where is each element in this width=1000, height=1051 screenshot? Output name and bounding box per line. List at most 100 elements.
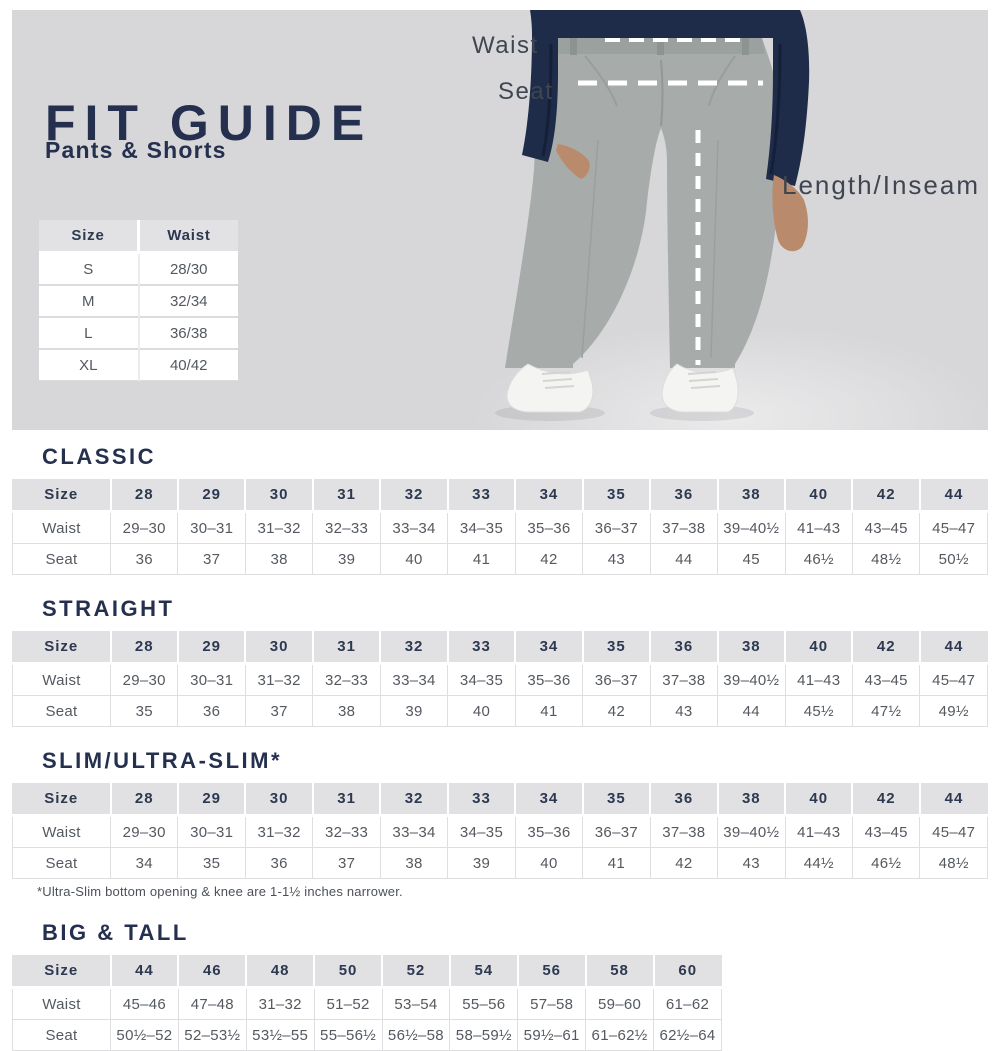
value-cell: 36 — [109, 543, 179, 575]
size-column-header: 35 — [581, 783, 652, 817]
size-column-header: 32 — [379, 783, 449, 817]
size-column-header: 34 — [514, 631, 584, 665]
value-cell: 58–59½ — [449, 1019, 519, 1051]
value-cell: 53–54 — [381, 987, 451, 1020]
value-cell: 44 — [717, 695, 786, 727]
header-row: Size 28 29 30 31 32 33 34 35 36 38 40 42 44 — [12, 783, 988, 817]
value-cell: 61–62 — [653, 987, 722, 1020]
value-cell: 35–36 — [514, 815, 584, 848]
value-cell: 45 — [717, 543, 786, 575]
size-column-header: 48 — [245, 955, 316, 989]
value-cell: 50½–52 — [110, 1019, 179, 1051]
pocket-seam-right — [708, 55, 736, 107]
value-cell: 37 — [312, 847, 381, 879]
size-column-header: 40 — [784, 631, 854, 665]
value-cell: 42 — [514, 543, 584, 575]
value-cell: 37–38 — [649, 663, 719, 696]
size-waist-summary-table: Size Waist S 28/30 M 32/34 L 36/38 XL 40/42 — [39, 220, 238, 381]
value-cell: 47–48 — [177, 987, 247, 1020]
value-cell: 37 — [244, 695, 314, 727]
value-cell: 43 — [649, 695, 719, 727]
value-cell: 55–56½ — [313, 1019, 383, 1051]
size-column-header: 28 — [109, 783, 179, 817]
shirt-shading — [769, 43, 782, 175]
measure-row: Seat 36 37 38 39 40 41 42 43 44 45 46½ 48½ 50½ — [12, 543, 988, 575]
fit-sections-container: CLASSIC Size 28 29 30 31 32 33 34 35 36 38 40 42 44 Wai… — [0, 444, 1000, 1051]
size-column-header: 33 — [446, 479, 517, 513]
row-label-cell: Waist — [12, 663, 111, 696]
measure-row: Seat 50½–52 52–53½ 53½–55 55–56½ 56½–58 58–59½… — [12, 1019, 722, 1051]
size-column-header: 30 — [244, 783, 314, 817]
measure-row: Seat 35 36 37 38 39 40 41 42 43 44 45½ 47½ 49½ — [12, 695, 988, 727]
section-title: SLIM/ULTRA-SLIM* — [42, 748, 283, 773]
value-cell: 41 — [582, 847, 651, 879]
size-label-header: Size — [12, 955, 112, 989]
row-label-cell: XL — [39, 348, 139, 381]
fit-section-slim-ultra-slim: SLIM/ULTRA-SLIM* Size 28 29 30 31 32 33 34 35 36 38… — [0, 748, 1000, 899]
size-table-slim-ultra-slim: Size 28 29 30 31 32 33 34 35 36 38 40 42 44 Waist 29–30… — [12, 783, 988, 879]
value-cell: 34–35 — [447, 663, 516, 696]
value-cell: 36–37 — [582, 815, 651, 848]
pant-crease — [581, 139, 599, 359]
value-cell: 59–60 — [585, 987, 654, 1020]
size-label-header: Size — [12, 631, 112, 665]
value-cell: 36–37 — [582, 511, 651, 544]
measure-row: Waist 45–46 47–48 31–32 51–52 53–54 55–56 57–58… — [12, 987, 722, 1020]
value-cell: 43 — [717, 847, 786, 879]
value-cell: 47½ — [851, 695, 921, 727]
page-subtitle: Pants & Shorts — [45, 137, 227, 163]
size-column-header: 42 — [851, 783, 921, 817]
value-cell: 41 — [514, 695, 584, 727]
size-column-header: 32 — [379, 631, 449, 665]
value-cell: 31–32 — [244, 663, 314, 696]
value-cell: 42 — [649, 847, 719, 879]
value-cell: 41–43 — [784, 815, 853, 848]
header-row: Size 28 29 30 31 32 33 34 35 36 38 40 42 44 — [12, 479, 988, 513]
model-photo — [430, 10, 988, 430]
value-cell: 62½–64 — [653, 1019, 722, 1051]
size-column-header: 58 — [584, 955, 655, 989]
size-column-header: 44 — [918, 479, 988, 513]
section-title: BIG & TALL — [42, 920, 189, 945]
row-label-cell: Seat — [12, 543, 111, 575]
value-cell: 53½–55 — [245, 1019, 315, 1051]
value-cell: 48½ — [851, 543, 921, 575]
value-cell: 59½–61 — [517, 1019, 587, 1051]
hand-right — [772, 175, 808, 252]
value-cell: 40 — [514, 847, 584, 879]
value-cell: 45–46 — [110, 987, 179, 1020]
value-cell: 40 — [379, 543, 449, 575]
value-cell: 36 — [244, 847, 314, 879]
size-column-header: 34 — [514, 479, 584, 513]
value-cell: 33–34 — [379, 511, 449, 544]
size-column-header: 38 — [716, 479, 787, 513]
size-table-big-tall: Size 44 46 48 50 52 54 56 58 60 Waist 45–46 47–48 31–… — [12, 955, 722, 1051]
value-cell: 34–35 — [447, 815, 516, 848]
ultra-slim-footnote: *Ultra-Slim bottom opening & knee are 1-… — [37, 884, 403, 899]
size-label-header: Size — [39, 220, 139, 254]
value-cell: 43–45 — [851, 663, 921, 696]
navy-shirt — [522, 10, 810, 186]
hero-section: FIT GUIDE Pants & Shorts Size Waist S 28/30… — [12, 10, 988, 430]
belt-loop — [570, 37, 577, 55]
belt-loop — [657, 37, 664, 55]
size-column-header: 38 — [716, 631, 787, 665]
value-cell: 34 — [109, 847, 179, 879]
header-row: Size 28 29 30 31 32 33 34 35 36 38 40 42 44 — [12, 631, 988, 665]
value-cell: 35–36 — [514, 663, 584, 696]
size-column-header: 42 — [851, 479, 921, 513]
value-cell: 49½ — [919, 695, 988, 727]
size-column-header: 35 — [581, 479, 652, 513]
value-cell: 33–34 — [379, 815, 449, 848]
value-cell: 61–62½ — [585, 1019, 654, 1051]
value-cell: 32–33 — [312, 511, 381, 544]
size-column-header: 31 — [311, 479, 382, 513]
size-column-header: 56 — [516, 955, 587, 989]
value-cell: 30–31 — [177, 511, 246, 544]
seat-annotation-label: Seat — [498, 78, 554, 105]
value-cell: 38 — [244, 543, 314, 575]
value-cell: 43–45 — [851, 511, 921, 544]
size-table-straight: Size 28 29 30 31 32 33 34 35 36 38 40 42 44 Waist 29–30… — [12, 631, 988, 727]
value-cell: 39–40½ — [717, 511, 786, 544]
size-column-header: 31 — [311, 631, 382, 665]
